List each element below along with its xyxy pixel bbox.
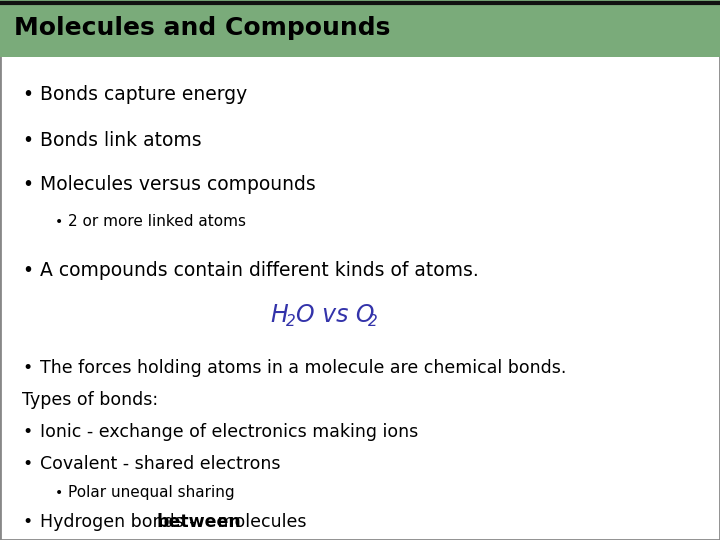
Text: •: •: [22, 455, 32, 473]
Text: Polar unequal sharing: Polar unequal sharing: [68, 485, 235, 501]
Text: •: •: [22, 85, 33, 105]
Text: O vs O: O vs O: [296, 303, 374, 327]
Text: Molecules and Compounds: Molecules and Compounds: [14, 17, 390, 40]
Text: A compounds contain different kinds of atoms.: A compounds contain different kinds of a…: [40, 260, 479, 280]
Text: between: between: [156, 513, 240, 531]
Text: •: •: [55, 215, 63, 229]
Text: •: •: [22, 513, 32, 531]
Text: Ionic - exchange of electronics making ions: Ionic - exchange of electronics making i…: [40, 423, 418, 441]
Bar: [0, 0, 720, 57]
Text: Covalent - shared electrons: Covalent - shared electrons: [40, 455, 281, 473]
Text: •: •: [22, 359, 32, 377]
Text: •: •: [22, 176, 33, 194]
Text: •: •: [22, 423, 32, 441]
Text: 2: 2: [286, 314, 296, 328]
Text: The forces holding atoms in a molecule are chemical bonds.: The forces holding atoms in a molecule a…: [40, 359, 567, 377]
Text: 2: 2: [368, 314, 378, 328]
Text: Types of bonds:: Types of bonds:: [22, 391, 158, 409]
Text: Bonds capture energy: Bonds capture energy: [40, 85, 247, 105]
Text: Hydrogen bonds -: Hydrogen bonds -: [40, 513, 201, 531]
Text: Bonds link atoms: Bonds link atoms: [40, 131, 202, 150]
Text: molecules: molecules: [212, 513, 307, 531]
Text: •: •: [22, 260, 33, 280]
Text: H: H: [270, 303, 288, 327]
Text: •: •: [22, 131, 33, 150]
Text: 2 or more linked atoms: 2 or more linked atoms: [68, 214, 246, 230]
Text: Molecules versus compounds: Molecules versus compounds: [40, 176, 316, 194]
Text: •: •: [55, 486, 63, 500]
